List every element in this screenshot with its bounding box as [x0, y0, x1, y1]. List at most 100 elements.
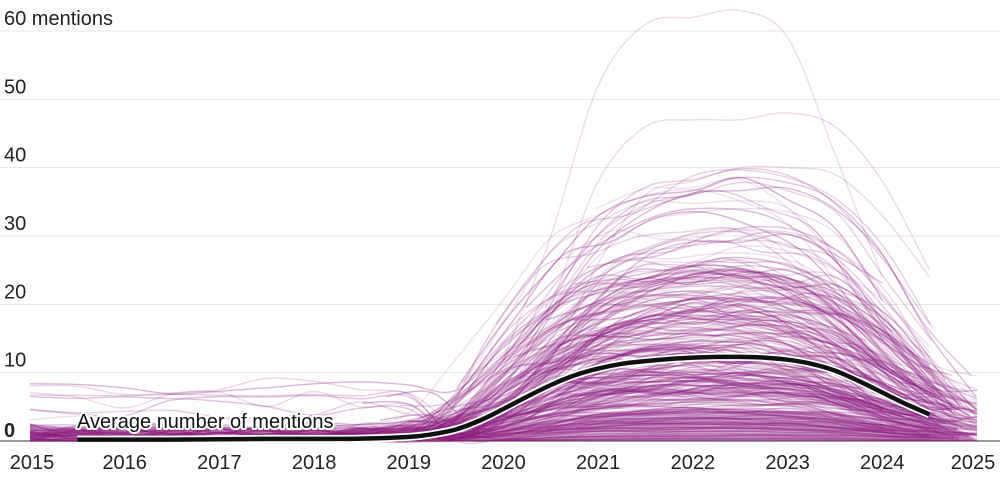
series-line: [29, 245, 931, 437]
series-line: [423, 409, 897, 438]
series-line: [513, 438, 940, 442]
series-line: [564, 393, 897, 419]
series-line: [597, 343, 930, 410]
series-line: [29, 402, 978, 435]
series-line: [29, 332, 883, 439]
series-line: [546, 416, 973, 437]
series-line: [29, 408, 978, 437]
series-line: [29, 390, 978, 437]
series-line: [435, 438, 909, 442]
series-line: [484, 427, 959, 439]
series-line: [525, 392, 952, 433]
series-line: [534, 414, 961, 435]
y-tick-label: 40: [4, 145, 26, 167]
series-line: [366, 380, 935, 436]
series-line: [29, 382, 883, 442]
series-line: [569, 382, 949, 431]
series-line: [564, 229, 945, 388]
series-line: [515, 422, 895, 434]
series-line: [477, 408, 952, 439]
series-line: [423, 430, 850, 443]
series-line: [372, 211, 942, 441]
series-line: [29, 342, 930, 443]
series-line: [444, 289, 967, 433]
series-line: [570, 401, 903, 424]
series-line: [443, 270, 871, 422]
series-line: [29, 381, 978, 440]
series-line: [546, 432, 973, 441]
series-line: [500, 352, 975, 425]
series-line: [29, 207, 931, 440]
series-line: [530, 292, 958, 411]
series-line: [562, 370, 942, 432]
series-line: [553, 169, 934, 329]
series-line: [29, 386, 978, 441]
series-line: [474, 398, 949, 441]
series-line: [490, 420, 917, 438]
average-line-label: Average number of mentions: [77, 411, 333, 433]
series-line: [29, 389, 883, 436]
series-line: [421, 358, 943, 442]
series-line: [561, 317, 942, 423]
series-line: [29, 331, 978, 441]
x-tick-label: 2020: [481, 452, 526, 474]
series-line: [511, 397, 938, 428]
series-line: [431, 277, 954, 442]
series-line: [526, 420, 953, 440]
series-line: [523, 332, 951, 423]
x-tick-label: 2024: [860, 452, 905, 474]
series-line: [496, 318, 971, 417]
series-line: [502, 9, 883, 360]
series-line: [502, 422, 929, 437]
series-line: [29, 276, 978, 443]
series-line: [29, 390, 978, 445]
series-line: [578, 376, 958, 431]
series-line: [431, 286, 953, 442]
series-line: [366, 274, 935, 444]
series-line: [535, 278, 963, 405]
series-line: [440, 393, 962, 437]
x-tick-label: 2018: [292, 452, 337, 474]
series-line: [435, 314, 958, 430]
series-line: [29, 411, 978, 440]
series-line: [484, 256, 960, 411]
series-line: [544, 176, 972, 377]
series-line: [29, 410, 978, 436]
x-tick-label: 2022: [671, 452, 716, 474]
series-line: [29, 260, 931, 438]
series-line: [29, 290, 978, 443]
series-line: [576, 433, 909, 439]
y-tick-label: 50: [4, 76, 26, 98]
series-line: [29, 273, 978, 411]
series-line: [407, 406, 977, 438]
x-tick-label: 2021: [576, 452, 621, 474]
series-line: [545, 277, 973, 412]
series-line: [29, 233, 883, 443]
series-line: [383, 239, 906, 434]
series-line: [532, 374, 960, 430]
series-line: [29, 270, 978, 443]
y-axis-tick-labels: 0 10 20 30 40 50 60 mentions: [4, 8, 113, 442]
series-line: [550, 341, 930, 417]
x-tick-label: 2019: [387, 452, 432, 474]
series-line: [516, 227, 944, 397]
series-line: [512, 408, 939, 430]
series-line: [507, 314, 935, 402]
series-line: [408, 318, 883, 423]
series-line: [466, 410, 941, 437]
series-line: [404, 427, 926, 440]
y-tick-label: 10: [4, 350, 26, 372]
series-line: [414, 310, 936, 430]
series-line: [586, 257, 967, 411]
series-line: [596, 177, 976, 398]
series-line: [29, 230, 931, 420]
series-line: [368, 345, 938, 440]
series-line: [29, 361, 930, 440]
series-line: [589, 314, 922, 390]
series-line: [573, 321, 953, 407]
series-line: [402, 387, 924, 441]
series-line: [558, 393, 938, 428]
series-line: [466, 270, 942, 398]
series-line: [389, 287, 911, 435]
series-line: [29, 375, 883, 442]
